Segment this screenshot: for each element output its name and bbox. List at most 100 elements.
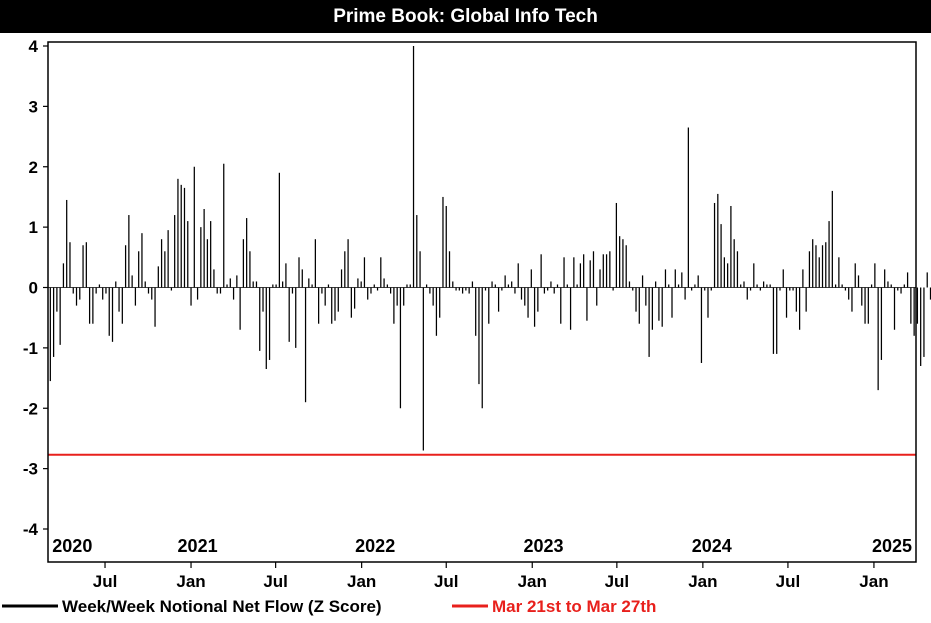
bar xyxy=(717,193,719,288)
bar xyxy=(805,287,807,312)
y-tick-label: 0 xyxy=(29,279,38,298)
bar xyxy=(144,281,146,288)
bar xyxy=(779,287,781,291)
bar xyxy=(838,257,840,288)
bar xyxy=(79,287,81,300)
x-tick-label: Jan xyxy=(347,572,376,591)
bar xyxy=(206,239,209,288)
bar xyxy=(288,287,290,342)
bar xyxy=(232,287,235,300)
bar xyxy=(72,287,74,294)
bar xyxy=(815,245,817,288)
bar xyxy=(494,284,496,288)
bar xyxy=(56,287,58,312)
bar xyxy=(187,221,189,288)
bar xyxy=(275,284,277,288)
bar xyxy=(321,287,323,294)
bar xyxy=(164,251,166,288)
bar xyxy=(681,272,683,288)
bar xyxy=(710,287,712,291)
bar xyxy=(821,245,824,288)
bar xyxy=(926,272,928,288)
bar xyxy=(920,287,922,366)
bar xyxy=(740,284,742,288)
bar xyxy=(733,239,735,288)
bar xyxy=(298,257,300,288)
bar xyxy=(170,287,173,291)
bar xyxy=(550,281,552,288)
bar xyxy=(180,184,182,288)
bar xyxy=(615,202,618,288)
bar xyxy=(844,287,847,291)
bar xyxy=(730,205,732,288)
bar xyxy=(324,287,326,306)
bar xyxy=(772,287,775,354)
bar xyxy=(766,284,768,288)
bar xyxy=(854,263,856,288)
bar xyxy=(753,263,755,288)
bar xyxy=(350,287,352,318)
y-tick-label: -3 xyxy=(23,460,38,479)
bar xyxy=(475,287,477,336)
bar xyxy=(422,287,424,451)
bar xyxy=(789,287,791,291)
bar xyxy=(399,287,402,409)
bar xyxy=(746,287,748,300)
bar xyxy=(543,287,546,294)
y-tick-label: 2 xyxy=(29,158,38,177)
bar xyxy=(857,275,860,288)
bar xyxy=(861,287,863,306)
bar xyxy=(596,287,598,306)
bar xyxy=(174,215,176,288)
bar xyxy=(102,287,104,300)
bar xyxy=(478,287,480,385)
bar xyxy=(471,281,474,288)
bar xyxy=(69,242,71,288)
bar xyxy=(507,284,510,288)
bar xyxy=(226,284,228,288)
bar xyxy=(870,284,873,288)
bar xyxy=(363,257,366,288)
bar xyxy=(252,281,254,288)
bar xyxy=(884,269,886,288)
legend-label-reference: Mar 21st to Mar 27th xyxy=(492,597,656,616)
bar xyxy=(370,287,372,294)
bar xyxy=(108,287,110,336)
bar xyxy=(481,287,483,409)
bar xyxy=(183,187,186,288)
bar xyxy=(743,281,745,288)
bar xyxy=(412,46,415,288)
x-axis: Jul Jan Jul Jan Jul Jan Jul Jan Jul Jan xyxy=(93,562,889,591)
bar xyxy=(592,251,595,288)
bar xyxy=(52,287,55,357)
bar xyxy=(468,287,470,294)
bar xyxy=(517,263,519,288)
bar xyxy=(295,287,297,348)
bar xyxy=(268,287,271,360)
bar xyxy=(632,287,634,291)
bar xyxy=(877,287,879,391)
bar xyxy=(265,287,267,370)
y-axis: 4 3 2 1 0 -1 -2 -3 -4 xyxy=(23,37,48,539)
year-label: 2023 xyxy=(523,536,563,556)
bar xyxy=(304,287,307,403)
bar xyxy=(344,251,346,288)
bar xyxy=(282,281,284,288)
bar xyxy=(327,284,330,288)
year-labels: 2020 2021 2022 2023 2024 2025 xyxy=(52,536,912,556)
bar xyxy=(154,287,156,327)
bar xyxy=(635,287,637,312)
bar xyxy=(376,287,379,291)
bar xyxy=(756,284,758,288)
bar xyxy=(569,287,572,330)
bar xyxy=(75,287,78,306)
bar xyxy=(239,287,241,330)
bar xyxy=(537,287,539,312)
x-tick-label: Jan xyxy=(518,572,547,591)
bar xyxy=(285,263,287,288)
bar xyxy=(439,287,441,318)
bar xyxy=(160,239,163,288)
bar xyxy=(851,287,853,312)
bar xyxy=(638,287,640,324)
